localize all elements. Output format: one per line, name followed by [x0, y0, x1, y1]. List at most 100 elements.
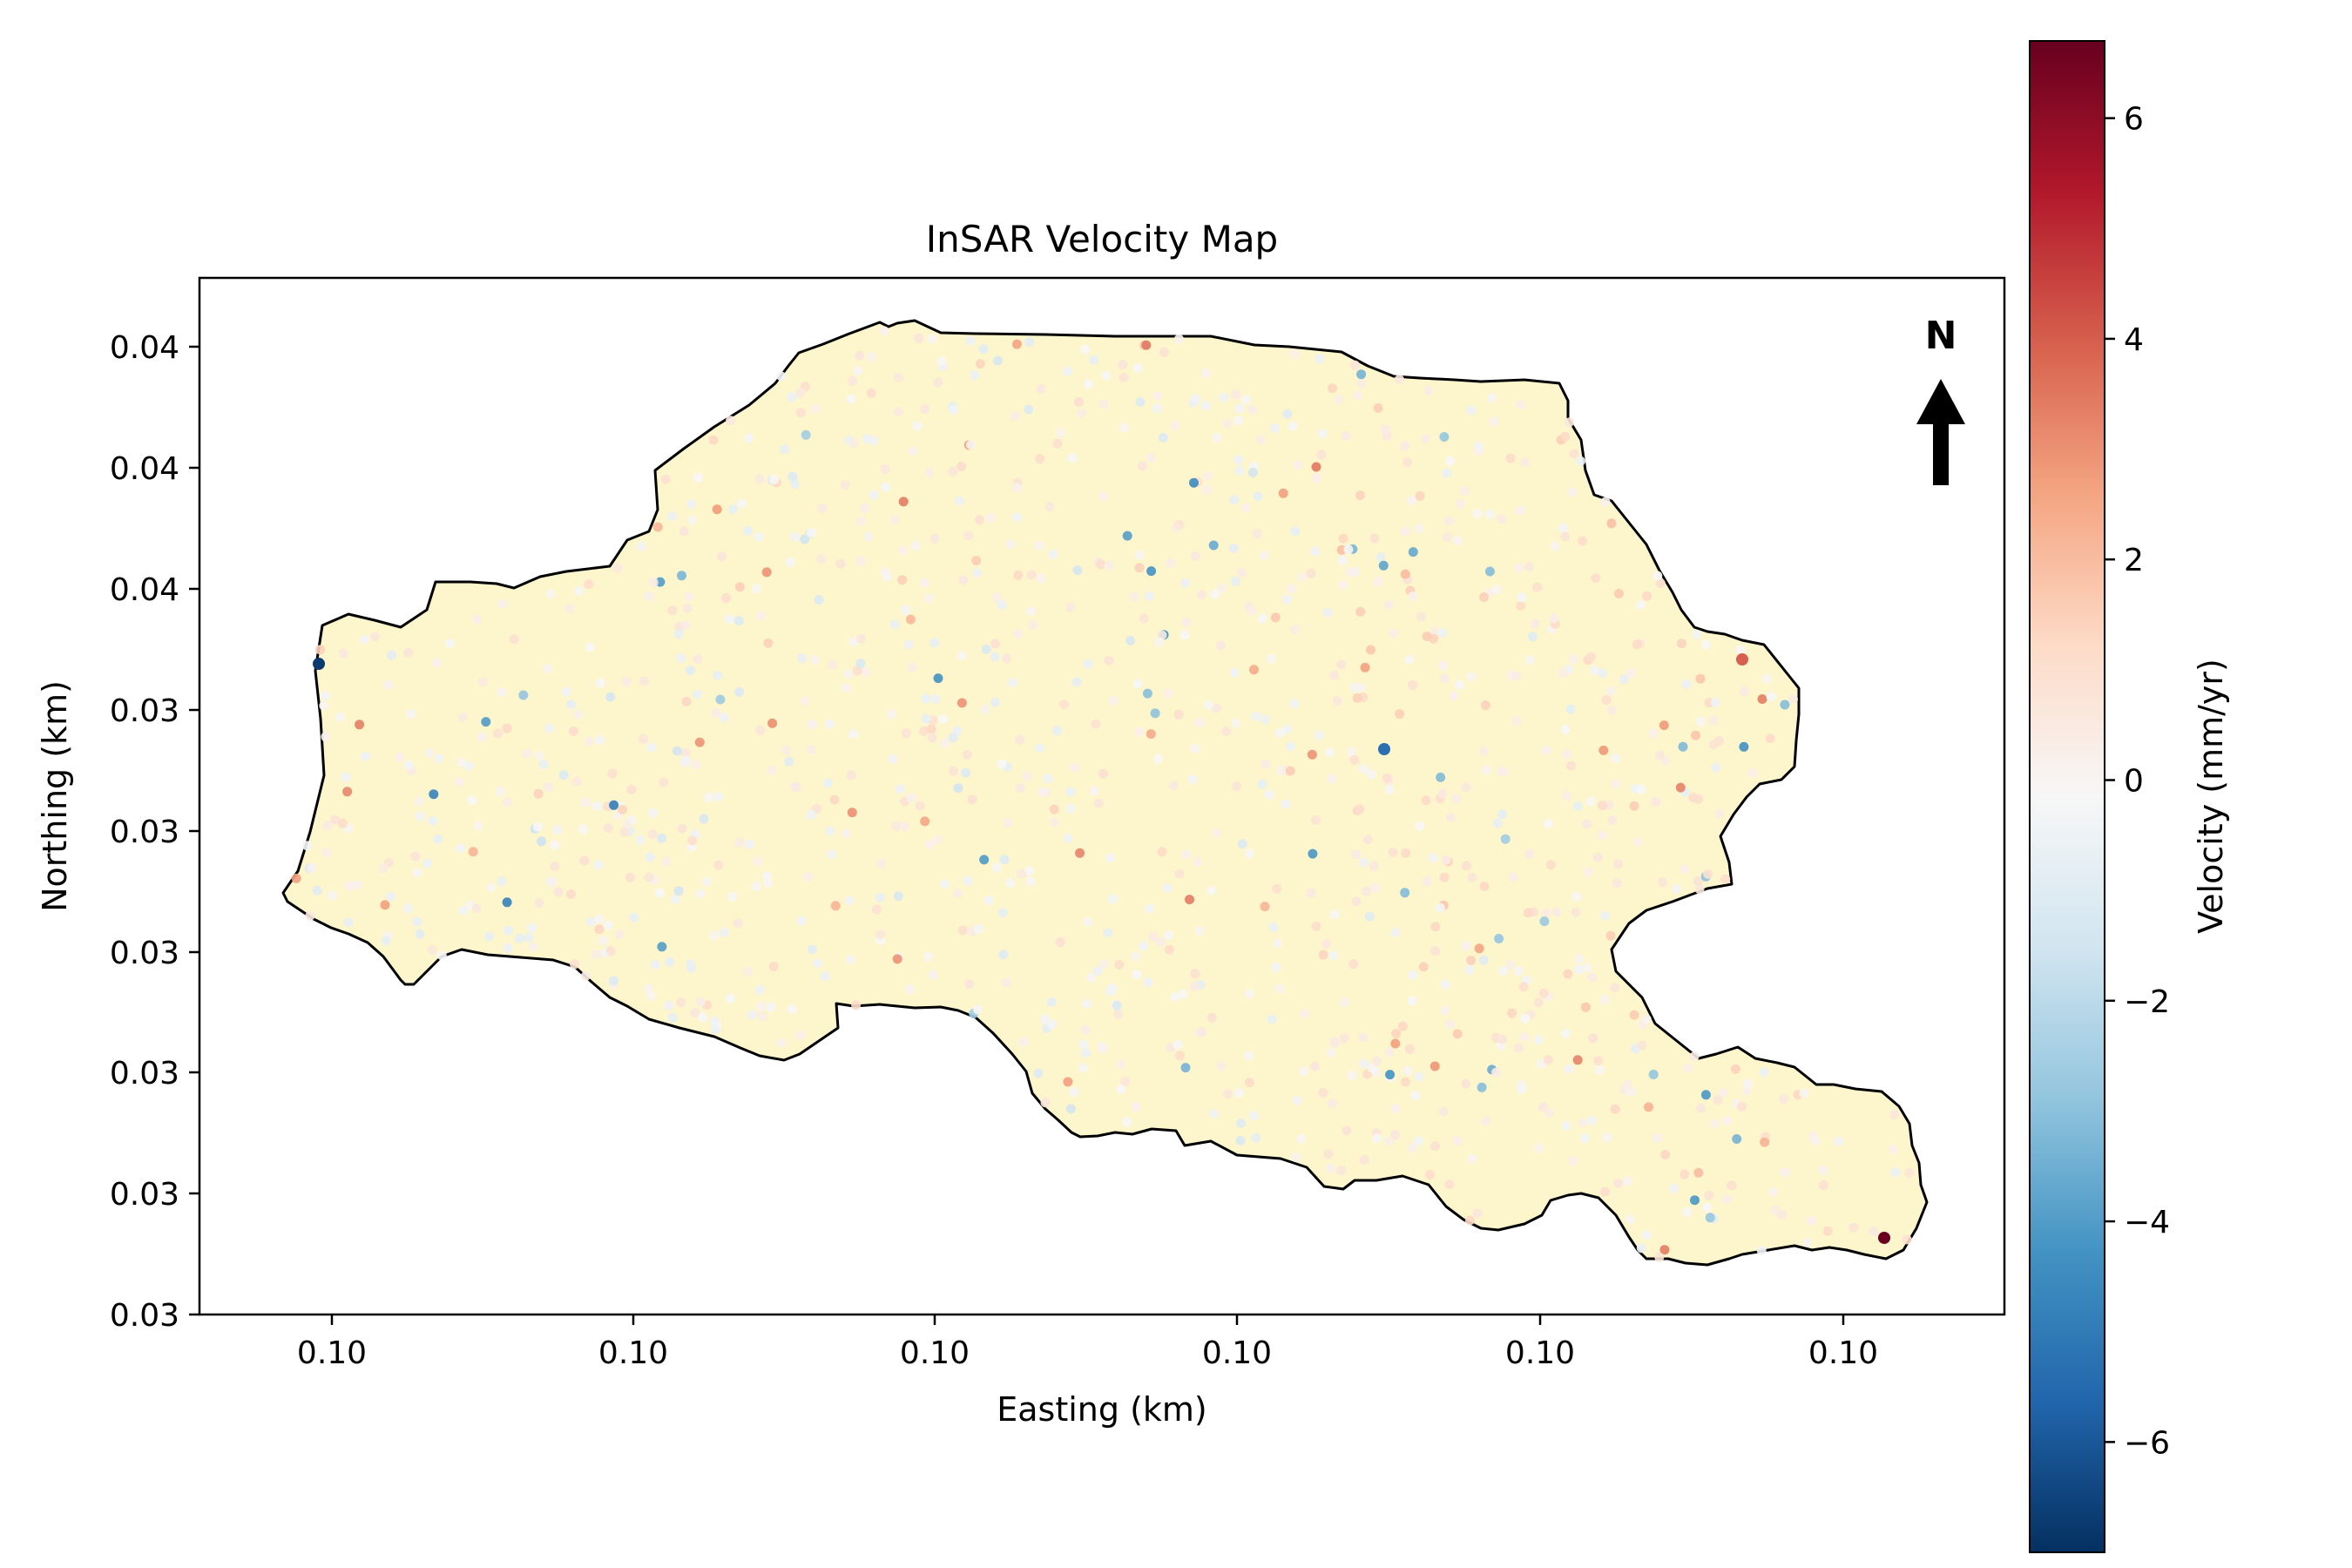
y-axis-ticks: 0.04 0.04 0.04 0.03 0.03 0.03 0.03 0.03 0.03 — [110, 330, 199, 1334]
insar-point — [1290, 1152, 1301, 1162]
insar-point — [1516, 400, 1526, 410]
insar-point — [595, 678, 605, 688]
insar-point — [605, 692, 616, 702]
insar-point — [1424, 1170, 1435, 1179]
insar-point — [1135, 396, 1146, 407]
insar-point — [1026, 570, 1037, 580]
insar-point — [341, 772, 351, 782]
insar-point — [1329, 909, 1340, 920]
insar-point — [1461, 1078, 1471, 1089]
insar-point — [1043, 774, 1053, 784]
insar-point — [436, 950, 447, 961]
insar-point — [800, 696, 810, 706]
insar-point — [1578, 1118, 1588, 1128]
y-tick-label: 0.03 — [110, 1177, 179, 1213]
insar-point — [801, 429, 811, 440]
insar-point — [940, 738, 950, 748]
insar-point — [1445, 812, 1456, 822]
insar-point — [1574, 954, 1585, 963]
insar-point — [921, 693, 931, 704]
insar-point — [1818, 1165, 1828, 1175]
insar-point — [1834, 1136, 1843, 1146]
map-axes-frame — [198, 276, 2006, 1316]
insar-point — [1641, 1014, 1652, 1024]
insar-point — [1356, 682, 1367, 693]
insar-point — [952, 726, 963, 736]
insar-point — [1366, 645, 1375, 655]
insar-point — [1024, 866, 1035, 876]
insar-point — [1700, 1090, 1711, 1100]
insar-point — [1142, 688, 1152, 699]
insar-point — [1689, 1051, 1700, 1062]
insar-point — [646, 742, 657, 753]
insar-point — [1235, 1135, 1246, 1146]
insar-point — [343, 917, 354, 928]
insar-point — [842, 669, 853, 679]
insar-point — [1890, 1167, 1901, 1178]
insar-point — [1065, 602, 1076, 612]
insar-point — [1364, 911, 1375, 922]
insar-point — [1384, 785, 1395, 795]
insar-point — [889, 515, 900, 525]
insar-point — [1582, 963, 1592, 973]
insar-point — [1567, 487, 1578, 497]
insar-point — [677, 571, 686, 581]
insar-point — [533, 788, 544, 799]
insar-point — [652, 522, 663, 532]
insar-point — [472, 614, 483, 625]
insar-point — [1143, 977, 1153, 988]
y-tick-label: 0.04 — [110, 330, 179, 366]
insar-point — [1400, 526, 1410, 537]
insar-point — [1369, 861, 1379, 871]
insar-point — [1694, 884, 1705, 895]
insar-point — [1049, 817, 1059, 828]
insar-point — [1416, 612, 1426, 622]
insar-point — [1524, 848, 1535, 859]
insar-point — [647, 829, 658, 839]
insar-point — [1200, 401, 1211, 411]
insar-point — [1122, 1117, 1132, 1127]
insar-point — [709, 1016, 720, 1026]
insar-point — [695, 889, 706, 899]
insar-point — [1452, 1136, 1463, 1146]
insar-point — [1561, 749, 1571, 760]
insar-point — [816, 554, 827, 564]
insar-point — [856, 516, 867, 526]
insar-point — [1059, 700, 1069, 710]
insar-point — [1034, 541, 1044, 551]
insar-point — [609, 976, 618, 986]
insar-point — [1083, 917, 1093, 927]
insar-point — [569, 727, 578, 736]
insar-point — [1678, 741, 1688, 752]
insar-point — [1397, 1021, 1408, 1031]
insar-point — [1601, 695, 1612, 705]
insar-point — [1044, 502, 1055, 512]
insar-point — [1289, 625, 1300, 634]
insar-point — [1708, 715, 1719, 726]
insar-point — [1055, 428, 1065, 438]
insar-point — [1328, 950, 1339, 961]
insar-point — [990, 639, 1000, 649]
insar-point — [1380, 424, 1390, 435]
insar-point — [1560, 531, 1571, 542]
insar-point — [866, 352, 876, 362]
insar-point — [1297, 572, 1308, 583]
insar-point — [1401, 1077, 1410, 1087]
insar-point — [755, 1001, 766, 1011]
insar-point — [1098, 1043, 1108, 1053]
insar-point — [659, 777, 669, 787]
insar-point — [1539, 916, 1550, 927]
insar-point — [1822, 1226, 1833, 1236]
insar-point — [1113, 1010, 1124, 1019]
insar-point — [1810, 1135, 1821, 1146]
insar-point — [1705, 1213, 1715, 1223]
insar-point — [1516, 600, 1526, 611]
insar-point — [910, 541, 921, 551]
insar-point — [1080, 344, 1091, 355]
insar-point — [1418, 962, 1429, 972]
colorbar-label: Velocity (mm/yr) — [2192, 659, 2230, 934]
insar-point — [1696, 716, 1706, 727]
insar-point — [795, 408, 806, 418]
insar-point — [1613, 588, 1624, 598]
point-min-velocity — [313, 658, 325, 670]
